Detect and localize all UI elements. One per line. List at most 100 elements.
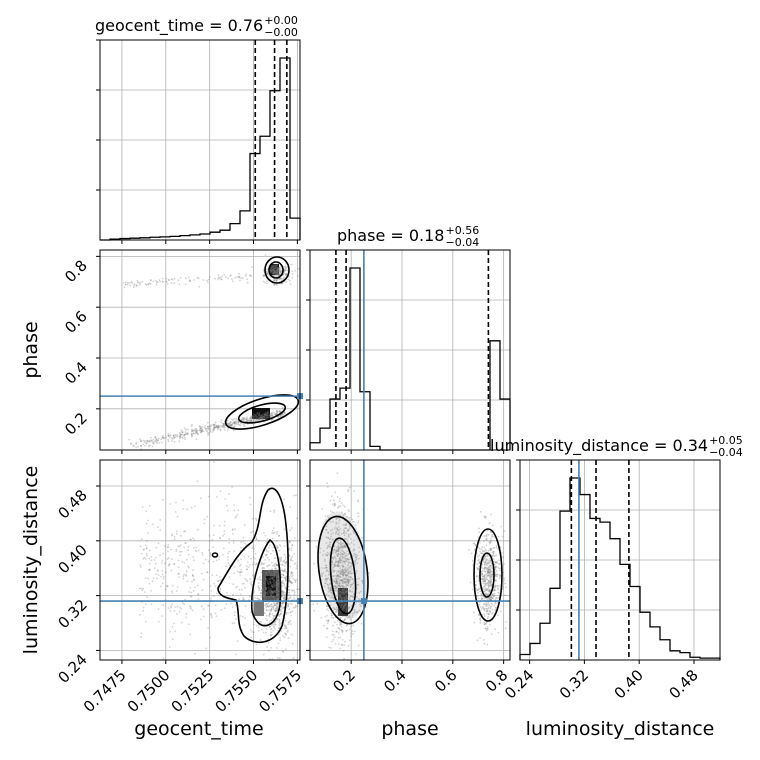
sample-point	[325, 566, 328, 569]
sample-point	[235, 422, 238, 424]
sample-point	[253, 418, 256, 421]
sample-point	[488, 574, 490, 577]
sample-point	[284, 586, 287, 589]
x-axis-label-phase: phase	[381, 718, 438, 740]
sample-point	[264, 623, 266, 626]
sample-point	[265, 587, 268, 590]
sample-point	[230, 423, 233, 426]
sample-point	[246, 281, 249, 284]
sample-point	[155, 283, 158, 286]
sample-point	[198, 429, 201, 432]
sample-point	[278, 624, 281, 626]
sample-point	[165, 277, 168, 280]
sample-point	[167, 544, 170, 546]
sample-point	[270, 561, 273, 564]
sample-point	[213, 426, 216, 429]
sample-point	[270, 624, 273, 626]
sample-point	[196, 584, 199, 587]
sample-point	[284, 558, 287, 560]
sample-point	[189, 607, 192, 610]
sample-point	[140, 552, 143, 555]
sample-point	[282, 582, 284, 585]
sample-point	[270, 593, 273, 596]
sample-point	[157, 574, 160, 576]
sample-point	[180, 608, 183, 610]
sample-point	[486, 539, 488, 542]
sample-point	[271, 415, 274, 417]
sample-point	[239, 571, 242, 574]
sample-point	[282, 413, 285, 416]
sample-point	[284, 598, 286, 600]
sample-point	[177, 559, 180, 562]
sample-point	[278, 558, 281, 561]
sample-point	[182, 434, 185, 437]
sample-point	[349, 558, 351, 561]
sample-point	[266, 412, 269, 415]
sample-point	[273, 283, 276, 286]
sample-point	[237, 559, 239, 562]
sample-point	[485, 559, 488, 562]
sample-point	[339, 636, 342, 639]
sample-point	[289, 559, 292, 561]
sample-point	[297, 267, 300, 270]
sample-point	[179, 433, 182, 436]
sample-point	[245, 275, 247, 277]
sample-point	[266, 416, 269, 419]
sample-point	[276, 531, 279, 533]
sample-point	[181, 436, 184, 439]
density-core	[266, 576, 276, 596]
sample-point	[146, 532, 149, 534]
sample-point	[223, 423, 226, 426]
sample-point	[268, 571, 271, 574]
sample-point	[185, 575, 188, 577]
sample-point	[193, 429, 196, 431]
sample-point	[271, 591, 273, 594]
sample-point	[263, 562, 266, 565]
sample-point	[290, 549, 293, 552]
sample-point	[227, 277, 229, 280]
sample-point	[151, 439, 154, 442]
sample-point	[217, 424, 220, 427]
sample-point	[267, 605, 269, 608]
sample-point	[280, 271, 282, 274]
sample-point	[255, 414, 257, 417]
sample-point	[337, 574, 339, 577]
sample-point	[269, 587, 272, 590]
sample-point	[337, 632, 340, 634]
sample-point	[145, 522, 148, 525]
sample-point	[214, 277, 217, 280]
sample-point	[243, 425, 246, 428]
sample-point	[153, 567, 156, 570]
sample-point	[486, 625, 489, 628]
sample-point	[272, 411, 275, 414]
sample-point	[273, 279, 276, 282]
sample-point	[133, 283, 136, 286]
sample-point	[146, 439, 149, 442]
sample-point	[275, 563, 278, 566]
sample-point	[278, 269, 281, 272]
sample-point	[342, 649, 345, 652]
sample-point	[250, 420, 253, 422]
sample-point	[268, 609, 270, 611]
sample-point	[281, 602, 284, 605]
sample-point	[272, 617, 274, 620]
sample-point	[148, 549, 151, 552]
sample-point	[261, 604, 263, 607]
sample-point	[275, 413, 277, 416]
sample-point	[487, 567, 489, 569]
sample-point	[181, 437, 184, 440]
sample-point	[246, 561, 249, 564]
sample-point	[227, 423, 229, 426]
sample-point	[288, 580, 291, 583]
sample-point	[282, 559, 285, 562]
sample-point	[262, 418, 265, 421]
sample-point	[185, 570, 188, 573]
sample-point	[269, 413, 271, 416]
sample-point	[215, 426, 218, 429]
sample-point	[207, 425, 209, 428]
sample-point	[479, 550, 481, 553]
sample-point	[126, 283, 129, 286]
sample-point	[270, 552, 272, 555]
sample-point	[290, 557, 293, 560]
sample-point	[179, 535, 182, 537]
